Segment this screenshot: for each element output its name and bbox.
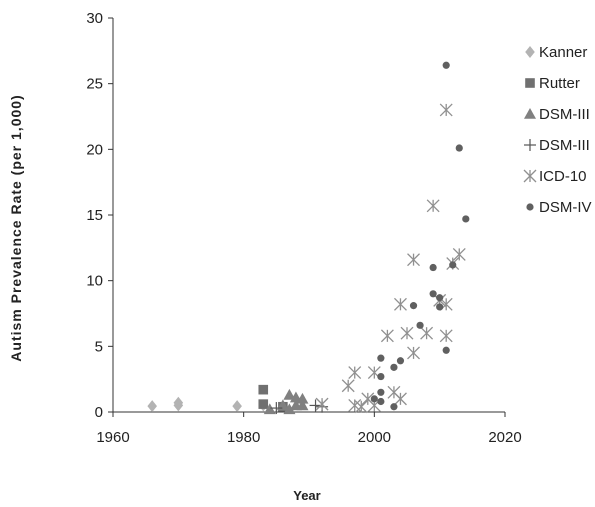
data-point-icd-10-4 [341,379,355,393]
legend-label-dsm-iii-2: DSM-III [539,106,590,123]
data-point-dsm-iv-5 [442,61,450,69]
data-point-dsm-iv-5 [436,303,444,311]
x-ticks: 1960 1980 2000 2020 [96,412,522,446]
data-point-rutter-1 [258,384,269,395]
data-point-dsm-iii-2 [283,388,296,400]
y-tick-label: 20 [86,141,103,158]
x-tick-label: 2020 [488,429,521,446]
data-point-rutter-1 [258,399,269,409]
x-axis-title: Year [293,488,320,503]
data-point-dsm-iv-5 [377,388,385,396]
y-tick-label: 25 [86,76,103,93]
legend-marker-dsm-iii-2 [524,108,536,119]
data-point-dsm-iii-3 [270,402,283,415]
data-point-dsm-iv-5 [442,346,450,354]
data-point-dsm-iv-5 [462,215,470,223]
data-point-dsm-iv-5 [409,302,418,310]
legend-label-rutter-1: Rutter [539,75,580,92]
data-point-kanner-0 [232,400,242,413]
data-point-icd-10-4 [426,199,440,213]
data-point-dsm-iv-5 [396,357,405,365]
data-point-dsm-iv-5 [370,395,378,403]
legend-label-icd-10-4: ICD-10 [539,168,587,185]
data-point-icd-10-4 [420,326,434,340]
data-point-icd-10-4 [407,253,420,267]
legend-marker-rutter-1 [525,78,535,88]
data-point-dsm-iii-2 [263,403,276,415]
data-point-icd-10-4 [354,400,368,414]
data-point-dsm-iv-5 [416,321,424,329]
x-tick-label: 2000 [358,429,391,446]
legend-marker-kanner-0 [525,46,535,58]
data-point-dsm-iv-5 [390,403,398,411]
data-point-kanner-0 [173,399,184,412]
legend: Kanner Rutter DSM-III DSM-III ICD-10 DSM-IV [523,44,592,216]
legend-marker-dsm-iv-5 [526,203,534,211]
data-point-icd-10-4 [315,397,329,411]
data-point-dsm-iii-2 [283,403,296,415]
data-point-dsm-iii-2 [296,392,309,404]
data-point-icd-10-4 [380,329,394,343]
data-point-dsm-iv-5 [377,397,385,406]
legend-label-dsm-iii-3: DSM-III [539,137,590,154]
data-point-dsm-iv-5 [436,294,444,302]
y-tick-label: 0 [95,404,103,421]
y-tick-label: 30 [86,10,103,27]
data-point-icd-10-4 [439,103,453,117]
data-point-dsm-iv-5 [429,290,437,298]
legend-marker-dsm-iii-3 [524,139,536,151]
legend-label-dsm-iv-5: DSM-IV [539,199,592,216]
data-point-dsm-iii-2 [296,399,309,411]
data-point-dsm-iv-5 [455,144,463,152]
data-point-dsm-iii-3 [309,399,322,412]
x-tick-label: 1960 [96,429,129,446]
data-point-dsm-iv-5 [449,261,457,269]
data-point-icd-10-4 [348,366,362,380]
y-tick-label: 10 [86,273,103,290]
data-point-dsm-iv-5 [429,263,437,272]
data-point-icd-10-4 [400,326,414,340]
data-point-kanner-0 [147,400,157,413]
y-axis-title: Autism Prevalence Rate (per 1,000) [8,94,24,361]
y-ticks: 0 5 10 15 20 25 30 [86,10,113,421]
y-tick-label: 5 [95,338,103,355]
data-point-icd-10-4 [407,346,420,360]
data-point-icd-10-4 [394,297,407,311]
x-tick-label: 1980 [227,429,260,446]
data-point-dsm-iv-5 [377,354,385,362]
data-points [147,61,470,415]
data-point-icd-10-4 [394,392,407,406]
data-point-icd-10-4 [439,329,453,343]
data-point-dsm-iv-5 [390,363,398,371]
y-tick-label: 15 [86,207,103,224]
data-point-dsm-iv-5 [377,372,385,381]
data-point-icd-10-4 [452,247,466,261]
legend-marker-icd-10-4 [523,169,537,183]
legend-label-kanner-0: Kanner [539,44,587,61]
